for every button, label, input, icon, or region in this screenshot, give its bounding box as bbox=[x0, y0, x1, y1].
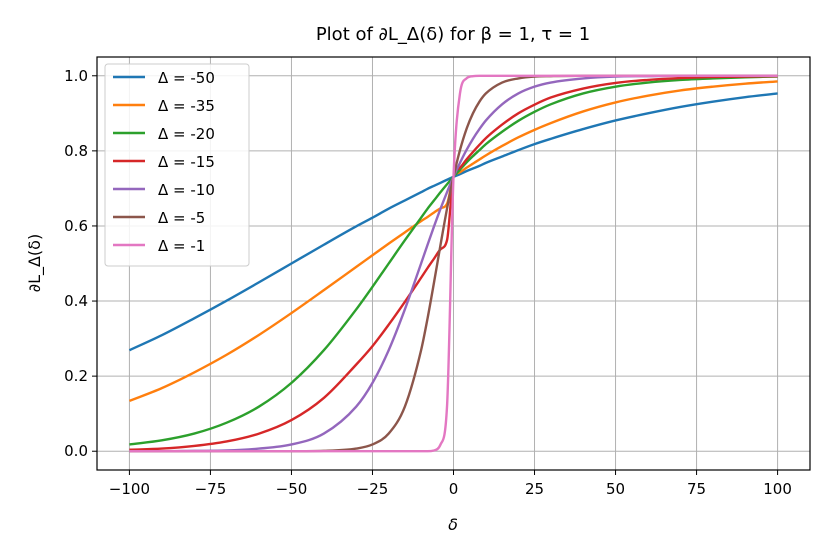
legend-label-4: Δ = -15 bbox=[158, 153, 215, 171]
y-tick-label: 0.4 bbox=[64, 292, 88, 310]
y-tick-label: 0.8 bbox=[64, 142, 88, 160]
y-axis-label: ∂L_Δ(δ) bbox=[25, 234, 45, 292]
chart-title: Plot of ∂L_Δ(δ) for β = 1, τ = 1 bbox=[316, 24, 590, 45]
x-tick-label: 50 bbox=[606, 480, 625, 498]
legend-label-7: Δ = -1 bbox=[158, 237, 205, 255]
y-tick-label: 1.0 bbox=[64, 67, 88, 85]
legend-label-2: Δ = -35 bbox=[158, 97, 215, 115]
x-tick-label: 25 bbox=[525, 480, 544, 498]
legend-box bbox=[104, 63, 250, 267]
legend-label-3: Δ = -20 bbox=[158, 125, 215, 143]
x-tick-label: −25 bbox=[357, 480, 389, 498]
legend-label-1: Δ = -50 bbox=[158, 69, 215, 87]
legend: Δ = -50 Δ = -35 Δ = -20 Δ = -15 Δ = -10 Δ = -… bbox=[104, 63, 250, 267]
x-axis-label: δ bbox=[448, 515, 458, 534]
legend-label-5: Δ = -10 bbox=[158, 181, 215, 199]
x-axis-ticks: −100 −75 −50 −25 0 25 50 75 100 bbox=[109, 470, 792, 498]
y-axis-ticks: 0.0 0.2 0.4 0.6 0.8 1.0 bbox=[64, 67, 97, 460]
grid bbox=[97, 57, 810, 470]
series-line-7 bbox=[129, 74, 778, 453]
x-tick-label: 0 bbox=[449, 480, 459, 498]
y-tick-label: 0.2 bbox=[64, 367, 88, 385]
y-tick-label: 0.6 bbox=[64, 217, 88, 235]
x-tick-label: 75 bbox=[687, 480, 706, 498]
x-tick-label: 100 bbox=[763, 480, 792, 498]
y-tick-label: 0.0 bbox=[64, 442, 88, 460]
x-tick-label: −50 bbox=[276, 480, 308, 498]
x-tick-label: −100 bbox=[109, 480, 150, 498]
legend-label-6: Δ = -5 bbox=[158, 209, 205, 227]
series-lines bbox=[128, 74, 778, 453]
x-tick-label: −75 bbox=[195, 480, 227, 498]
